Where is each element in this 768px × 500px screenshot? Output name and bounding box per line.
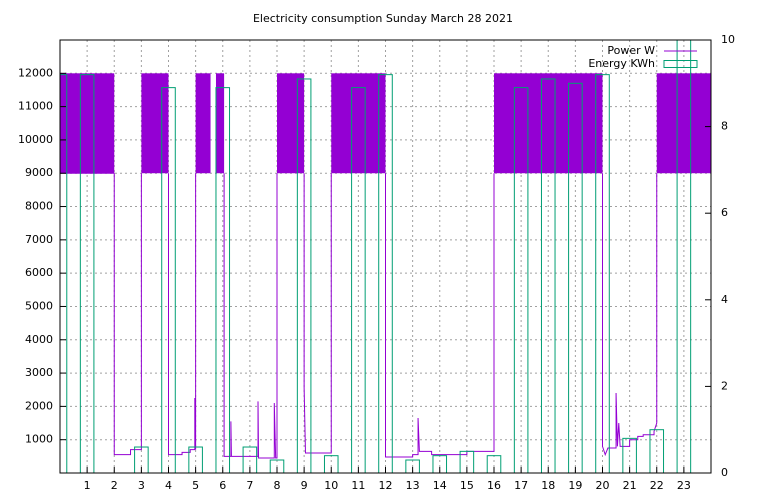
y-tick-label: 12000 bbox=[18, 66, 53, 79]
x-tick-label: 19 bbox=[568, 479, 582, 492]
x-tick-label: 2 bbox=[111, 479, 118, 492]
y2-tick-label: 2 bbox=[721, 379, 728, 392]
x-tick-label: 4 bbox=[165, 479, 172, 492]
oscillation-band bbox=[215, 73, 225, 174]
x-tick-label: 3 bbox=[138, 479, 145, 492]
power-line bbox=[602, 173, 658, 457]
x-tick-label: 5 bbox=[192, 479, 199, 492]
oscillation-band bbox=[277, 73, 305, 174]
power-line bbox=[223, 173, 278, 459]
x-tick-label: 8 bbox=[274, 479, 281, 492]
y2-tick-label: 10 bbox=[721, 33, 735, 46]
x-tick-label: 9 bbox=[301, 479, 308, 492]
power-line bbox=[60, 172, 142, 456]
x-tick-label: 12 bbox=[379, 479, 393, 492]
x-tick-label: 20 bbox=[596, 479, 610, 492]
x-tick-label: 18 bbox=[541, 479, 555, 492]
y2-tick-label: 0 bbox=[721, 466, 728, 479]
energy-box bbox=[459, 450, 475, 473]
energy-box bbox=[405, 459, 420, 473]
x-tick-label: 6 bbox=[219, 479, 226, 492]
x-tick-label: 22 bbox=[650, 479, 664, 492]
power-line bbox=[303, 173, 332, 454]
energy-box bbox=[540, 78, 556, 473]
legend-label: Power W bbox=[607, 44, 655, 57]
oscillation-band bbox=[331, 73, 386, 174]
x-tick-label: 14 bbox=[433, 479, 447, 492]
y-tick-label: 10000 bbox=[18, 133, 53, 146]
y-tick-label: 8000 bbox=[25, 200, 53, 213]
y-tick-label: 3000 bbox=[25, 366, 53, 379]
y2-tick-label: 8 bbox=[721, 120, 728, 133]
energy-box bbox=[269, 459, 285, 473]
x-tick-label: 7 bbox=[246, 479, 253, 492]
oscillation-band bbox=[494, 73, 603, 174]
y-tick-label: 7000 bbox=[25, 233, 53, 246]
legend-swatch bbox=[663, 60, 698, 68]
x-tick-label: 13 bbox=[406, 479, 420, 492]
chart-title: Electricity consumption Sunday March 28 … bbox=[253, 12, 513, 25]
plot-area bbox=[60, 40, 711, 473]
energy-box bbox=[60, 74, 68, 473]
oscillation-band bbox=[60, 73, 115, 174]
x-tick-label: 11 bbox=[351, 479, 365, 492]
y-tick-label: 5000 bbox=[25, 299, 53, 312]
x-tick-label: 23 bbox=[677, 479, 691, 492]
y-tick-label: 11000 bbox=[18, 100, 53, 113]
y-tick-label: 2000 bbox=[25, 399, 53, 412]
y2-tick-label: 4 bbox=[721, 293, 728, 306]
y-tick-label: 4000 bbox=[25, 333, 53, 346]
energy-box bbox=[649, 429, 665, 473]
y2-tick-label: 6 bbox=[721, 206, 728, 219]
y-tick-label: 9000 bbox=[25, 166, 53, 179]
oscillation-band bbox=[656, 73, 711, 174]
y-tick-label: 1000 bbox=[25, 433, 53, 446]
x-tick-label: 16 bbox=[487, 479, 501, 492]
energy-box bbox=[568, 82, 583, 473]
x-tick-label: 21 bbox=[623, 479, 637, 492]
x-tick-label: 1 bbox=[84, 479, 91, 492]
x-tick-label: 17 bbox=[514, 479, 528, 492]
oscillation-band bbox=[195, 73, 211, 174]
energy-box bbox=[296, 78, 312, 473]
x-tick-label: 15 bbox=[460, 479, 474, 492]
axes: 1000 2000 3000 4000 5000 6000 7000 8000 9000 1000… bbox=[18, 33, 735, 492]
oscillation-band bbox=[141, 73, 169, 174]
energy-box bbox=[676, 40, 692, 473]
y-tick-label: 6000 bbox=[25, 266, 53, 279]
legend-label: Energy KWh bbox=[588, 57, 655, 70]
x-tick-label: 10 bbox=[324, 479, 338, 492]
